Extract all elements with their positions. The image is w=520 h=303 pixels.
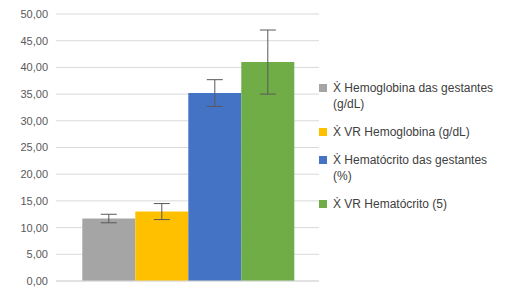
svg-text:25,00: 25,00: [20, 141, 48, 153]
html-text:Ẋ VR Hematócrito (5): Ẋ VR Hematócrito (5): [333, 196, 447, 211]
html-text:Ẋ VR Hemoglobina (g/dL): Ẋ VR Hemoglobina (g/dL): [333, 124, 470, 139]
svg-text:35,00: 35,00: [20, 88, 48, 100]
html-text:Ẋ Hematócrito das gestantes (%: Ẋ Hematócrito das gestantes (%): [333, 152, 488, 183]
svg-text:45,00: 45,00: [20, 35, 48, 47]
svg-text:40,00: 40,00: [20, 61, 48, 73]
svg-text:30,00: 30,00: [20, 115, 48, 127]
svg-text:10,00: 10,00: [20, 222, 48, 234]
svg-text:5,00: 5,00: [27, 248, 48, 260]
svg-text:15,00: 15,00: [20, 195, 48, 207]
svg-text:0,00: 0,00: [27, 275, 48, 287]
html-text:Ẋ Hemoglobina das gestantes (g: Ẋ Hemoglobina das gestantes (g/dL): [333, 80, 494, 111]
svg-text:20,00: 20,00: [20, 168, 48, 180]
svg-text:50,00: 50,00: [20, 8, 48, 20]
